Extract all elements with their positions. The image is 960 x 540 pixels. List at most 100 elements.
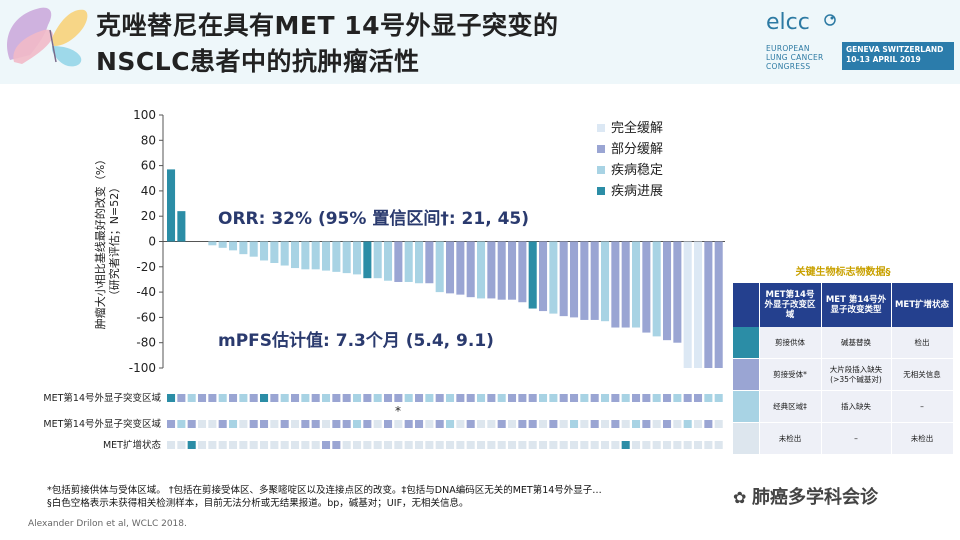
track-cell (518, 394, 527, 402)
y-tick-label: 80 (141, 133, 156, 147)
bar (714, 241, 723, 368)
track-cell (311, 394, 320, 402)
row-swatch (733, 358, 760, 391)
table-cell: 大片段插入缺失(>35个碱基对) (821, 358, 892, 391)
track-cell (208, 420, 217, 428)
row-swatch (733, 390, 760, 423)
track-cell (642, 441, 651, 449)
track-cell (601, 394, 610, 402)
track-cell (518, 420, 527, 428)
track-cell (415, 441, 424, 449)
bar (384, 241, 393, 281)
bar (580, 241, 589, 320)
bar (642, 241, 651, 333)
track-cell (218, 441, 227, 449)
track-cell (632, 420, 641, 428)
table-cell: 未检出 (759, 422, 822, 455)
table-cell: 剪接受体* (759, 358, 822, 391)
watermark: ✿ 肺癌多学科会诊 (733, 483, 878, 509)
table-cell: – (821, 422, 892, 455)
track-cell (311, 441, 320, 449)
track-cell (249, 394, 258, 402)
bar (404, 241, 413, 282)
biomarker-table-title: 关键生物标志物数据§ (795, 267, 891, 278)
bar (415, 241, 424, 284)
citation: Alexander Drilon et al, WCLC 2018. (28, 519, 187, 529)
track-cell (497, 420, 506, 428)
track-cell (270, 420, 279, 428)
butterfly-logo-icon (7, 7, 88, 67)
bar (373, 241, 382, 279)
track-cell (590, 420, 599, 428)
track-cell (528, 441, 537, 449)
track-cell (239, 441, 248, 449)
bar (559, 241, 568, 317)
bar (652, 241, 661, 337)
table-cell: – (891, 390, 954, 423)
track-cell (590, 441, 599, 449)
waterfall-chart: 100 80 60 40 20 0 -20 -40 -60 -80 -100 肿瘤大小相比基线最好的改… (43, 108, 725, 451)
track-cell (632, 441, 641, 449)
track-cell (611, 420, 620, 428)
track-cell (611, 394, 620, 402)
track-cell (301, 420, 310, 428)
bar (363, 241, 372, 279)
track-cell (539, 394, 548, 402)
bar (694, 241, 703, 368)
track-cell (704, 441, 713, 449)
bar (425, 241, 434, 284)
track-cell (621, 441, 630, 449)
track-cell (404, 420, 413, 428)
track-cell (342, 420, 351, 428)
bar (508, 241, 517, 300)
track-cell (497, 394, 506, 402)
footnote-line1: *包括剪接供体与受体区域。 †包括在剪接受体区、多聚嘧啶区以及连接点区的改变。‡… (47, 485, 602, 496)
biomarker-table-row: 经典区域‡ 插入缺失 – (733, 390, 954, 423)
track-cell (363, 420, 372, 428)
track-cell (208, 394, 217, 402)
track-cell (384, 441, 393, 449)
track-cell (570, 420, 579, 428)
bar (528, 241, 537, 309)
track-cell (177, 441, 186, 449)
track-cell (373, 394, 382, 402)
track-cell (332, 394, 341, 402)
biomarker-table-row: 剪接供体 碱基替换 检出 (733, 327, 954, 359)
track-cell (549, 441, 558, 449)
track-cell (280, 441, 289, 449)
legend-label: 疾病稳定 (611, 162, 663, 178)
watermark-text: 肺癌多学科会诊 (751, 487, 878, 508)
page-title-line2: NSCLC患者中的抗肿瘤活性 (96, 47, 420, 76)
bar (611, 241, 620, 328)
biomarker-table-row: 未检出 – 未检出 (733, 422, 954, 455)
track-cell (332, 420, 341, 428)
bar (477, 241, 486, 299)
bar (353, 241, 362, 275)
track-cell (353, 420, 362, 428)
track-cell (497, 441, 506, 449)
track-cell (611, 441, 620, 449)
header-cell: MET 第14号外显子改变类型 (821, 283, 892, 327)
bar (446, 241, 455, 294)
track-cell (415, 394, 424, 402)
bar (218, 241, 227, 248)
bar (663, 241, 672, 341)
track-cell (322, 394, 331, 402)
elcc-line1: EUROPEAN (766, 44, 810, 53)
track-cell (167, 441, 176, 449)
bar (322, 241, 331, 271)
track-cell (559, 441, 568, 449)
y-axis-label: （研究者评估；N=52） (107, 182, 121, 301)
bar (466, 241, 475, 298)
track-cell (394, 441, 403, 449)
track-cell (508, 420, 517, 428)
track-cell (694, 441, 703, 449)
track-cell (239, 394, 248, 402)
track-cell (570, 394, 579, 402)
track-cell (384, 394, 393, 402)
track-cell (694, 394, 703, 402)
page-title-line1: 克唑替尼在具有MET 14号外显子突变的 (96, 11, 559, 40)
track-cell (580, 420, 589, 428)
track-cell (673, 394, 682, 402)
elcc-line2: LUNG CANCER (766, 53, 824, 62)
